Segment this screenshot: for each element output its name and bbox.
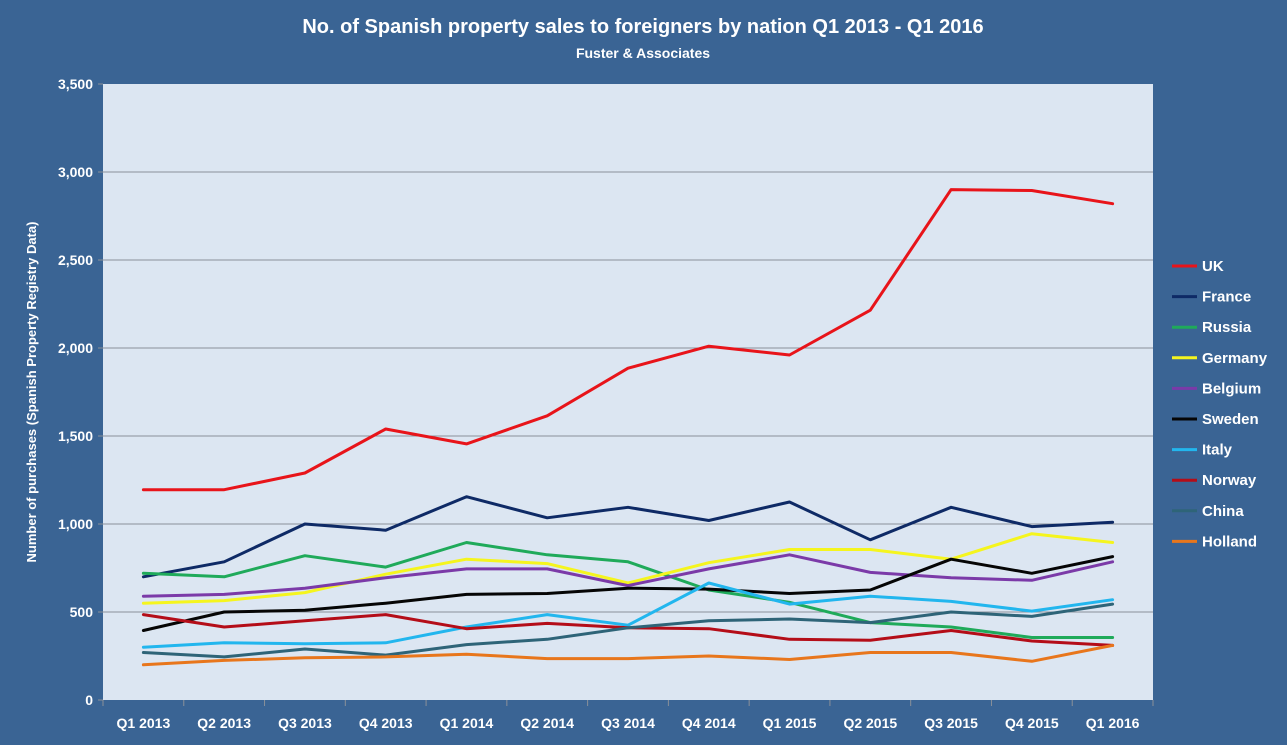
y-tick-label: 3,500 xyxy=(58,76,93,92)
y-tick-label: 1,500 xyxy=(58,428,93,444)
y-tick-label: 1,000 xyxy=(58,516,93,532)
y-axis-label: Number of purchases (Spanish Property Re… xyxy=(24,222,39,563)
y-tick-label: 2,500 xyxy=(58,252,93,268)
x-tick-label: Q2 2014 xyxy=(520,715,574,731)
x-tick-label: Q3 2015 xyxy=(924,715,978,731)
series-line-france xyxy=(141,495,1115,579)
legend-label: China xyxy=(1202,503,1244,520)
series-line-sweden xyxy=(141,555,1115,632)
y-tick-label: 0 xyxy=(85,692,93,708)
legend-label: Belgium xyxy=(1202,380,1261,397)
legend-label: Norway xyxy=(1202,472,1257,489)
x-tick-label: Q3 2013 xyxy=(278,715,332,731)
series-line-russia xyxy=(141,541,1115,639)
x-tick-label: Q1 2014 xyxy=(440,715,494,731)
legend-label: Russia xyxy=(1202,319,1252,336)
plot-area xyxy=(103,84,1153,700)
series-line-belgium xyxy=(141,553,1115,598)
legend-label: Italy xyxy=(1202,442,1233,459)
x-tick-label: Q3 2014 xyxy=(601,715,655,731)
x-tick-label: Q4 2015 xyxy=(1005,715,1059,731)
chart-subtitle: Fuster & Associates xyxy=(576,45,710,61)
legend-label: UK xyxy=(1202,258,1224,275)
y-axis-ticks: 0 500 1,000 1,500 2,000 2,500 3,000 3,500 xyxy=(58,76,103,708)
series-lines xyxy=(141,188,1115,667)
legend-label: Germany xyxy=(1202,350,1268,367)
y-tick-label: 3,000 xyxy=(58,164,93,180)
legend: UK France Russia Germany Belgium Sweden Italy N… xyxy=(1172,258,1268,550)
series-line-uk xyxy=(141,188,1115,492)
x-tick-label: Q1 2015 xyxy=(763,715,817,731)
x-tick-label: Q2 2013 xyxy=(197,715,251,731)
series-line-holland xyxy=(141,643,1115,667)
chart-title: No. of Spanish property sales to foreign… xyxy=(302,16,983,38)
x-tick-label: Q4 2013 xyxy=(359,715,413,731)
y-tick-label: 2,000 xyxy=(58,340,93,356)
series-line-china xyxy=(141,602,1115,659)
x-tick-label: Q2 2015 xyxy=(843,715,897,731)
x-tick-label: Q1 2013 xyxy=(117,715,171,731)
x-tick-label: Q4 2014 xyxy=(682,715,736,731)
legend-label: Sweden xyxy=(1202,411,1259,428)
legend-label: France xyxy=(1202,289,1251,306)
x-axis-ticks: Q1 2013 Q2 2013 Q3 2013 Q4 2013 Q1 2014 Q2 20… xyxy=(102,700,1154,731)
y-tick-label: 500 xyxy=(70,604,94,620)
x-tick-label: Q1 2016 xyxy=(1086,715,1140,731)
legend-label: Holland xyxy=(1202,533,1257,550)
series-line-italy xyxy=(141,581,1115,649)
